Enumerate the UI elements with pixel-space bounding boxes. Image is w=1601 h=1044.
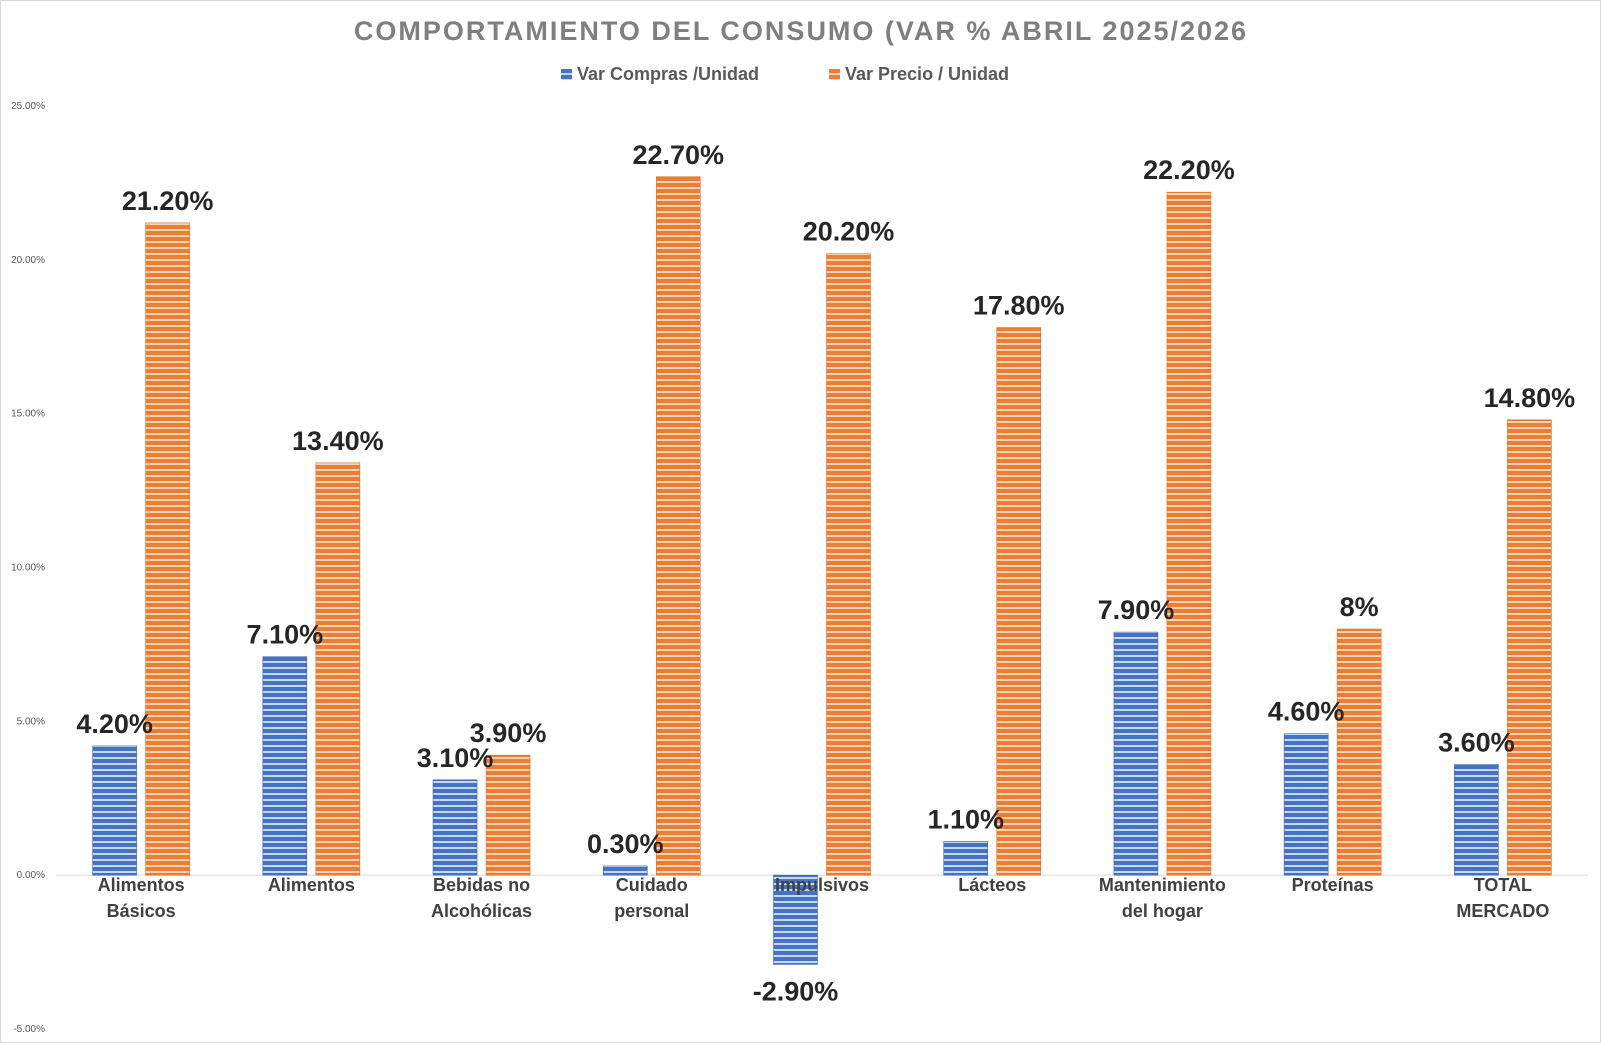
data-label: 21.20% [122,186,214,216]
y-tick-label: 5.00% [17,716,45,727]
category-label: Bebidas no [433,875,530,895]
bar-compras [432,779,478,876]
bar-compras [262,656,308,876]
data-label: 8% [1340,592,1379,622]
data-label: 3.10% [417,743,494,773]
category-label: Alimentos [268,875,355,895]
bar-compras [1283,733,1329,876]
x-axis: Alimentos Básicos Alimentos Bebidas no Alcoh… [98,875,1550,921]
legend-entry: Var Compras /Unidad [577,64,759,84]
data-label: 1.10% [927,804,1004,834]
category-label: MERCADO [1456,901,1549,921]
y-axis: -5.00% 0.00% 5.00% 10.00% 15.00% 20.00% 25.00% [11,101,45,1035]
category-label: personal [614,901,689,921]
category-label: Mantenimiento [1099,875,1226,895]
bar-precio [315,462,361,876]
category-label: Proteínas [1292,875,1374,895]
category-label: Alimentos [98,875,185,895]
bar-precio [1166,191,1212,876]
data-label: 4.20% [76,709,153,739]
legend-swatch [561,69,572,80]
data-label: 0.30% [587,829,664,859]
data-labels-group: 4.20% 21.20% 7.10% 13.40% 3.10%3.90% 0.30% 22.… [76,140,1575,1007]
data-label: -2.90% [753,976,839,1006]
y-tick-label: 20.00% [11,255,45,266]
y-tick-label: -5.00% [13,1024,45,1035]
data-label: 4.60% [1268,697,1345,727]
bar-compras [773,874,818,965]
bar-compras [602,865,648,876]
data-label: 3.60% [1438,727,1515,757]
chart-title: COMPORTAMIENTO DEL CONSUMO (VAR % ABRIL … [354,16,1248,46]
category-label: Alcohólicas [431,901,532,921]
data-label: 7.90% [1098,595,1175,625]
bar-compras [92,745,137,876]
bar-compras [1454,764,1499,876]
y-tick-label: 10.00% [11,563,45,574]
bar-precio [1336,628,1382,876]
category-label: Lácteos [958,875,1026,895]
y-tick-label: 15.00% [11,409,45,420]
bar-compras [943,841,989,876]
data-label: 7.10% [247,620,324,650]
bar-compras [1113,631,1159,876]
y-tick-label: 0.00% [17,870,45,881]
legend-entry: Var Precio / Unidad [845,64,1009,84]
bar-precio [1507,419,1552,876]
category-label: Impulsivos [775,875,869,895]
bar-precio [655,176,701,876]
bar-precio [485,754,531,876]
category-label: Básicos [107,901,176,921]
data-label: 17.80% [973,291,1065,321]
category-label: Cuidado [616,875,688,895]
data-label: 22.70% [632,140,724,170]
category-label: TOTAL [1474,875,1532,895]
category-label: del hogar [1122,901,1203,921]
legend: Var Compras /Unidad Var Precio / Unidad [561,64,1009,84]
bar-precio [996,327,1042,876]
bar-precio [145,222,190,876]
y-tick-label: 25.00% [11,101,45,112]
legend-swatch [829,69,840,80]
data-label: 3.90% [470,718,547,748]
bars-group [92,176,1552,965]
data-label: 14.80% [1484,383,1576,413]
data-label: 13.40% [292,426,384,456]
data-label: 22.20% [1143,155,1235,185]
data-label: 20.20% [803,217,895,247]
bar-precio [826,253,871,876]
